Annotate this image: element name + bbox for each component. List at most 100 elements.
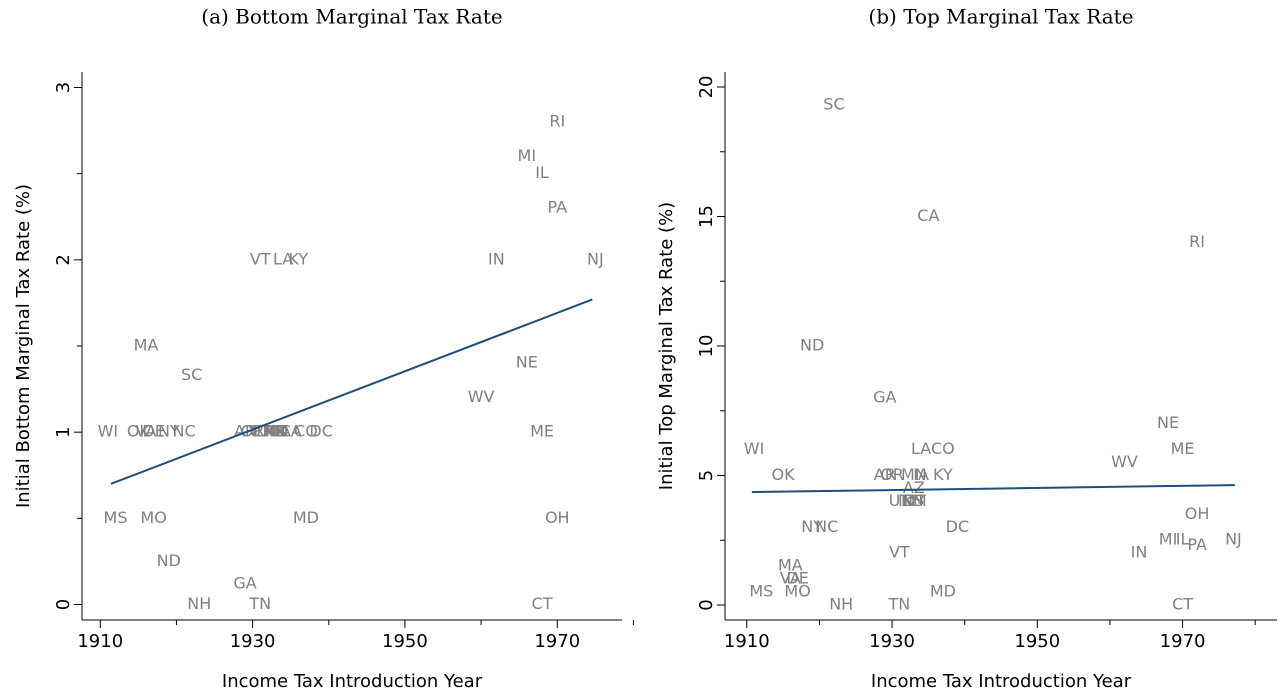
point-label: NJ bbox=[587, 249, 604, 268]
point-label: PA bbox=[1187, 535, 1207, 554]
point-label: WV bbox=[468, 387, 495, 406]
x-tick-label: 1950 bbox=[1014, 631, 1060, 652]
point-label: SC bbox=[823, 95, 844, 114]
point-label: DE bbox=[786, 569, 808, 588]
point-label: IL bbox=[1176, 530, 1190, 549]
point-label: KY bbox=[933, 465, 953, 484]
x-tick-label: 1950 bbox=[382, 631, 428, 652]
y-tick-label: 20 bbox=[696, 76, 717, 99]
point-label: VA bbox=[780, 569, 801, 588]
point-label: NM bbox=[263, 422, 289, 441]
point-label: GA bbox=[873, 387, 896, 406]
point-label: VT bbox=[250, 249, 271, 268]
point-label: MA bbox=[778, 556, 803, 575]
point-label: AZ bbox=[903, 478, 925, 497]
point-label: PA bbox=[547, 198, 567, 217]
point-label: KS bbox=[265, 422, 286, 441]
point-label: NC bbox=[815, 517, 838, 536]
point-label: CO bbox=[931, 439, 955, 458]
point-label: TN bbox=[248, 594, 271, 613]
point-label: VA bbox=[136, 422, 157, 441]
y-tick-label: 15 bbox=[696, 205, 717, 228]
point-label: AZ bbox=[265, 422, 287, 441]
point-label: ID bbox=[898, 491, 915, 510]
point-label: IN bbox=[1131, 543, 1148, 562]
point-label: CA bbox=[280, 422, 302, 441]
point-label: WI bbox=[98, 422, 119, 441]
x-tick-label: 1910 bbox=[724, 631, 770, 652]
point-label: VT bbox=[889, 543, 910, 562]
point-label: RI bbox=[1189, 232, 1205, 251]
point-label: UT bbox=[889, 491, 911, 510]
y-axis-label: Initial Bottom Marginal Tax Rate (%) bbox=[13, 184, 34, 508]
point-label: LA bbox=[911, 439, 931, 458]
y-tick-label: 10 bbox=[696, 335, 717, 358]
point-label: MS bbox=[749, 582, 773, 601]
y-tick-label: 3 bbox=[53, 82, 74, 93]
x-axis-label: Income Tax Introduction Year bbox=[222, 671, 483, 692]
point-label: DC bbox=[309, 422, 333, 441]
x-tick-label: 1970 bbox=[534, 631, 580, 652]
point-label: MO bbox=[784, 582, 810, 601]
point-label: NM bbox=[901, 491, 927, 510]
point-label: UT bbox=[249, 422, 271, 441]
y-axis-label: Initial Top Marginal Tax Rate (%) bbox=[656, 202, 677, 490]
point-label: AR bbox=[234, 422, 256, 441]
x-tick-label: 1930 bbox=[230, 631, 276, 652]
point-label: DE bbox=[142, 422, 164, 441]
point-label: RI bbox=[549, 111, 565, 130]
point-label: ID bbox=[252, 422, 269, 441]
y-tick-label: 0 bbox=[53, 599, 74, 610]
point-label: OH bbox=[545, 508, 570, 527]
point-label: NC bbox=[172, 422, 195, 441]
point-label: NH bbox=[829, 594, 853, 613]
point-label: MS bbox=[104, 508, 128, 527]
point-label: WI bbox=[744, 439, 765, 458]
x-tick-label: 1930 bbox=[869, 631, 915, 652]
y-tick-label: 2 bbox=[53, 254, 74, 265]
point-label: CO bbox=[294, 422, 318, 441]
point-label: CT bbox=[1172, 594, 1193, 613]
point-label: ME bbox=[1171, 439, 1195, 458]
point-label: MD bbox=[930, 582, 956, 601]
y-tick-label: 1 bbox=[53, 426, 74, 437]
point-label: WV bbox=[1111, 452, 1138, 471]
point-label: KS bbox=[904, 491, 925, 510]
y-tick-label: 0 bbox=[696, 599, 717, 610]
x-axis-label: Income Tax Introduction Year bbox=[871, 671, 1132, 692]
point-label: MN bbox=[901, 465, 927, 484]
point-label: NY bbox=[801, 517, 823, 536]
point-label: NJ bbox=[1225, 530, 1242, 549]
point-label: MT bbox=[902, 491, 926, 510]
point-label: LA bbox=[273, 249, 293, 268]
point-label: ND bbox=[800, 336, 824, 355]
x-tick-label: 1970 bbox=[1160, 631, 1206, 652]
point-label: IN bbox=[488, 249, 505, 268]
point-label: ND bbox=[157, 551, 181, 570]
panel-title: (b) Top Marginal Tax Rate bbox=[868, 5, 1133, 29]
point-label: MN bbox=[263, 422, 289, 441]
point-label: IA bbox=[275, 422, 291, 441]
point-label: CA bbox=[917, 206, 939, 225]
point-label: MT bbox=[264, 422, 288, 441]
point-label: ME bbox=[530, 422, 554, 441]
point-label: NY bbox=[158, 422, 180, 441]
point-label: IL bbox=[535, 163, 549, 182]
point-label: GA bbox=[233, 573, 256, 592]
point-label: DC bbox=[946, 517, 970, 536]
point-label: MI bbox=[1159, 530, 1178, 549]
point-label: NE bbox=[1157, 413, 1179, 432]
panel-title: (a) Bottom Marginal Tax Rate bbox=[201, 5, 502, 29]
point-label: KY bbox=[288, 249, 308, 268]
point-label: AR bbox=[874, 465, 896, 484]
point-label: IA bbox=[913, 465, 929, 484]
point-label: OK bbox=[127, 422, 151, 441]
fit-line bbox=[751, 484, 1235, 494]
fit-line bbox=[110, 298, 593, 485]
point-label: NE bbox=[516, 353, 538, 372]
y-tick-label: 5 bbox=[696, 470, 717, 481]
point-label: MI bbox=[518, 146, 537, 165]
point-label: CT bbox=[532, 594, 553, 613]
point-label: OH bbox=[1185, 504, 1210, 523]
